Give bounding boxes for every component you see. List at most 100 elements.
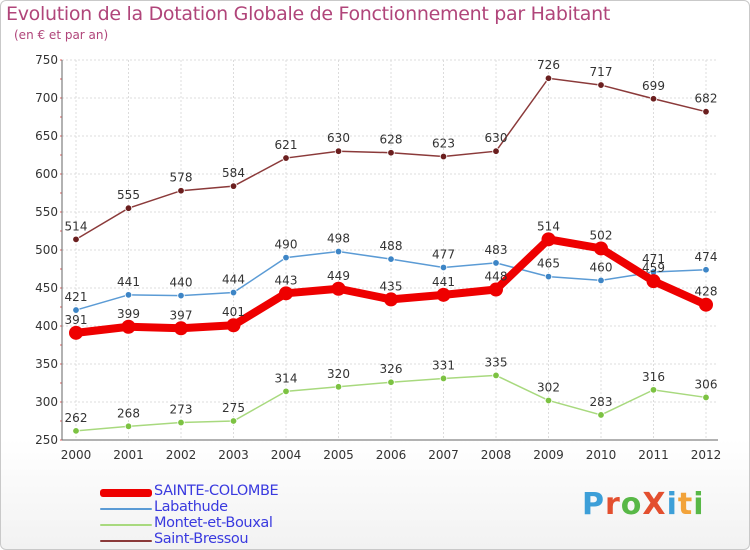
legend-swatch xyxy=(100,524,152,526)
data-label-sainte-colombe: 443 xyxy=(275,273,298,287)
y-tick-label: 650 xyxy=(35,129,58,143)
data-label-labathude: 490 xyxy=(275,238,298,252)
data-label-montet-et-bouxal: 302 xyxy=(537,380,560,394)
data-label-sainte-colombe: 435 xyxy=(380,279,403,293)
data-point-montet-et-bouxal xyxy=(702,393,710,402)
legend-swatch xyxy=(100,540,152,542)
x-tick-label: 2011 xyxy=(638,448,669,462)
data-point-saint-bressou xyxy=(124,204,133,212)
proxiti-logo: ProXiti xyxy=(582,487,705,522)
data-point-labathude xyxy=(439,263,448,272)
data-label-sainte-colombe: 391 xyxy=(65,313,88,327)
x-tick-label: 2000 xyxy=(61,448,92,462)
data-point-labathude xyxy=(492,259,500,267)
data-point-labathude xyxy=(177,291,185,300)
data-label-sainte-colombe: 397 xyxy=(170,308,193,322)
data-label-montet-et-bouxal: 331 xyxy=(432,358,455,372)
data-label-sainte-colombe: 459 xyxy=(642,261,665,275)
data-point-saint-bressou xyxy=(702,107,710,116)
data-point-saint-bressou xyxy=(229,182,238,190)
data-point-labathude xyxy=(124,291,133,299)
data-point-montet-et-bouxal xyxy=(492,371,500,380)
data-label-saint-bressou: 584 xyxy=(222,166,245,180)
data-point-labathude xyxy=(597,276,605,285)
data-label-labathude: 460 xyxy=(590,260,613,274)
data-label-sainte-colombe: 428 xyxy=(695,285,718,299)
data-label-montet-et-bouxal: 283 xyxy=(590,395,613,409)
data-point-montet-et-bouxal xyxy=(439,374,448,383)
data-point-sainte-colombe xyxy=(646,274,661,289)
data-label-labathude: 474 xyxy=(695,250,718,264)
legend-label: Montet-et-Bouxal xyxy=(154,515,273,531)
data-label-labathude: 444 xyxy=(222,273,245,287)
data-point-montet-et-bouxal xyxy=(229,417,238,425)
y-tick-label: 450 xyxy=(35,281,58,295)
legend-label: SAINTE-COLOMBE xyxy=(154,483,279,499)
x-tick-label: 2001 xyxy=(113,448,144,462)
data-label-montet-et-bouxal: 268 xyxy=(117,406,140,420)
chart-subtitle: (en € et par an) xyxy=(14,28,109,42)
data-point-montet-et-bouxal xyxy=(649,386,658,394)
data-label-montet-et-bouxal: 314 xyxy=(275,371,298,385)
data-label-montet-et-bouxal: 335 xyxy=(485,355,508,369)
data-point-montet-et-bouxal xyxy=(597,411,605,419)
data-point-saint-bressou xyxy=(597,81,605,89)
y-tick-label: 300 xyxy=(35,395,58,409)
data-label-labathude: 421 xyxy=(65,290,88,304)
x-tick-label: 2010 xyxy=(586,448,617,462)
x-tick-label: 2005 xyxy=(323,448,354,462)
legend-label: Saint-Bressou xyxy=(154,531,249,547)
data-point-sainte-colombe xyxy=(699,297,713,312)
y-tick-label: 500 xyxy=(35,243,58,257)
data-label-saint-bressou: 514 xyxy=(65,219,88,233)
legend-swatch xyxy=(100,489,152,497)
data-point-sainte-colombe xyxy=(436,287,451,302)
data-point-sainte-colombe xyxy=(226,318,241,333)
y-tick-label: 250 xyxy=(35,433,58,447)
x-tick-label: 2002 xyxy=(166,448,197,462)
data-point-sainte-colombe xyxy=(331,281,346,296)
y-tick-label: 350 xyxy=(35,357,58,371)
data-label-sainte-colombe: 399 xyxy=(117,307,140,321)
data-label-labathude: 483 xyxy=(485,243,508,257)
data-label-saint-bressou: 630 xyxy=(485,131,508,145)
data-label-montet-et-bouxal: 316 xyxy=(642,370,665,384)
data-label-saint-bressou: 682 xyxy=(695,92,718,106)
data-point-montet-et-bouxal xyxy=(544,396,553,405)
data-point-saint-bressou xyxy=(544,74,553,82)
x-tick-label: 2004 xyxy=(271,448,302,462)
data-point-saint-bressou xyxy=(334,147,343,155)
data-label-montet-et-bouxal: 326 xyxy=(380,362,403,376)
data-label-saint-bressou: 555 xyxy=(117,188,140,202)
data-label-montet-et-bouxal: 273 xyxy=(170,403,193,417)
data-label-saint-bressou: 630 xyxy=(327,131,350,145)
data-label-montet-et-bouxal: 275 xyxy=(222,401,245,415)
x-tick-label: 2006 xyxy=(376,448,407,462)
data-label-saint-bressou: 699 xyxy=(642,79,665,93)
data-label-saint-bressou: 726 xyxy=(537,58,560,72)
data-label-labathude: 441 xyxy=(117,275,140,289)
data-label-saint-bressou: 717 xyxy=(590,65,613,79)
data-point-labathude xyxy=(544,272,553,281)
data-label-labathude: 498 xyxy=(327,232,350,246)
x-tick-label: 2009 xyxy=(533,448,564,462)
y-tick-label: 600 xyxy=(35,167,58,181)
data-point-labathude xyxy=(702,266,710,274)
data-point-saint-bressou xyxy=(439,152,448,161)
data-point-sainte-colombe xyxy=(594,241,608,256)
data-label-labathude: 488 xyxy=(380,239,403,253)
data-label-sainte-colombe: 401 xyxy=(222,305,245,319)
data-label-saint-bressou: 621 xyxy=(275,138,298,152)
data-point-saint-bressou xyxy=(177,187,185,195)
data-label-labathude: 471 xyxy=(642,252,665,266)
data-point-sainte-colombe xyxy=(121,319,136,334)
data-point-saint-bressou xyxy=(72,235,80,244)
data-point-montet-et-bouxal xyxy=(124,422,133,431)
data-label-saint-bressou: 578 xyxy=(170,171,193,185)
data-label-labathude: 477 xyxy=(432,247,455,261)
data-label-labathude: 465 xyxy=(537,257,560,271)
legend-swatch xyxy=(100,508,152,510)
data-point-saint-bressou xyxy=(387,149,395,157)
data-label-sainte-colombe: 514 xyxy=(537,219,560,233)
